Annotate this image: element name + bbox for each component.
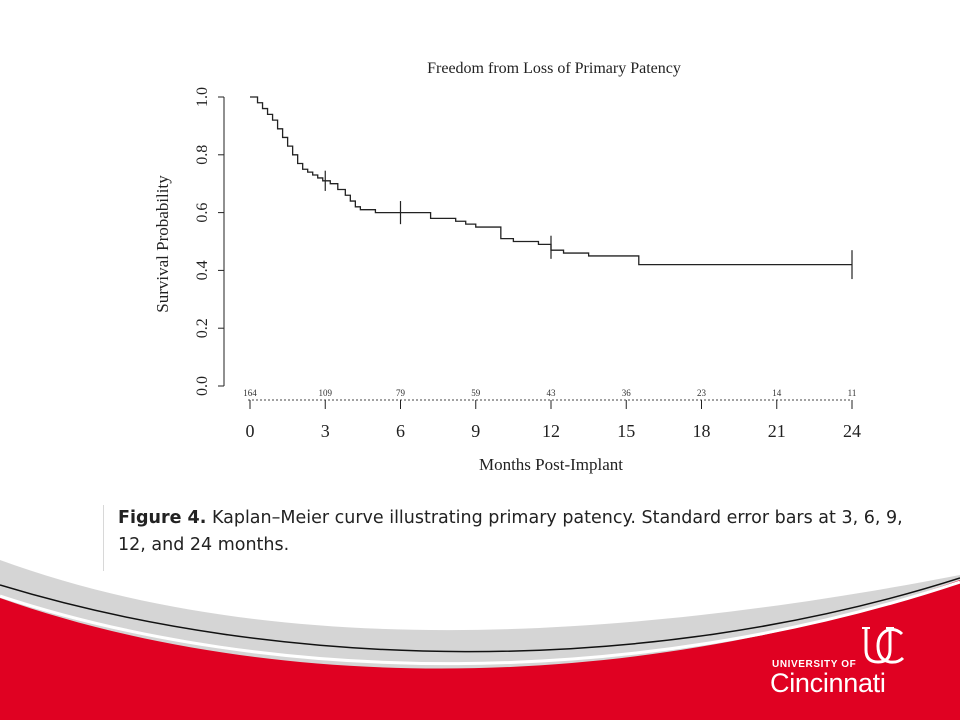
x-tick-label: 6: [396, 421, 405, 441]
x-tick-label: 12: [542, 421, 560, 441]
at-risk-count: 14: [772, 388, 782, 398]
at-risk-count: 109: [319, 388, 333, 398]
x-tick-label: 18: [693, 421, 711, 441]
footer-black-line: [0, 577, 960, 653]
y-tick-label: 0.6: [194, 203, 211, 223]
at-risk-count: 79: [396, 388, 406, 398]
chart-title: Freedom from Loss of Primary Patency: [427, 60, 681, 77]
y-tick-label: 1.0: [194, 87, 211, 107]
y-tick-label: 0.4: [194, 260, 211, 280]
logo-cincinnati: Cincinnati: [770, 668, 886, 698]
logo-university-of: UNIVERSITY OF: [772, 659, 857, 670]
y-tick-label: 0.2: [194, 318, 211, 338]
at-risk-count: 23: [697, 388, 707, 398]
at-risk-counts: 164 109 79 59 43 36 23 14 11: [243, 388, 856, 398]
at-risk-count: 59: [471, 388, 481, 398]
at-risk-count: 164: [243, 388, 257, 398]
x-tick-label: 9: [471, 421, 480, 441]
x-axis-ticks: 0 3 6 9 12 15 18 21 24: [246, 400, 861, 441]
at-risk-count: 43: [547, 388, 557, 398]
x-tick-label: 0: [246, 421, 255, 441]
footer-red-band: [0, 580, 960, 720]
at-risk-count: 36: [622, 388, 632, 398]
x-tick-label: 15: [617, 421, 635, 441]
university-logo: UNIVERSITY OF Cincinnati: [770, 627, 932, 698]
x-axis-label: Months Post-Implant: [479, 455, 623, 474]
uc-monogram-icon: [862, 627, 905, 664]
figure-caption-text: Kaplan–Meier curve illustrating primary …: [118, 508, 903, 555]
y-axis-label: Survival Probability: [153, 175, 172, 313]
figure-caption: Figure 4. Kaplan–Meier curve illustratin…: [103, 505, 923, 571]
footer-white-line: [0, 580, 960, 666]
x-tick-label: 24: [843, 421, 861, 441]
footer-swoosh: [0, 560, 960, 720]
y-axis-ticks: 0.0 0.2 0.4 0.6 0.8 1.0: [194, 87, 224, 396]
y-tick-label: 0.0: [194, 376, 211, 396]
at-risk-count: 11: [848, 388, 857, 398]
x-tick-label: 21: [768, 421, 786, 441]
x-tick-label: 3: [321, 421, 330, 441]
error-bars: [324, 170, 853, 280]
figure-label: Figure 4.: [118, 508, 207, 528]
km-survival-curve: [250, 96, 852, 266]
y-tick-label: 0.8: [194, 145, 211, 165]
